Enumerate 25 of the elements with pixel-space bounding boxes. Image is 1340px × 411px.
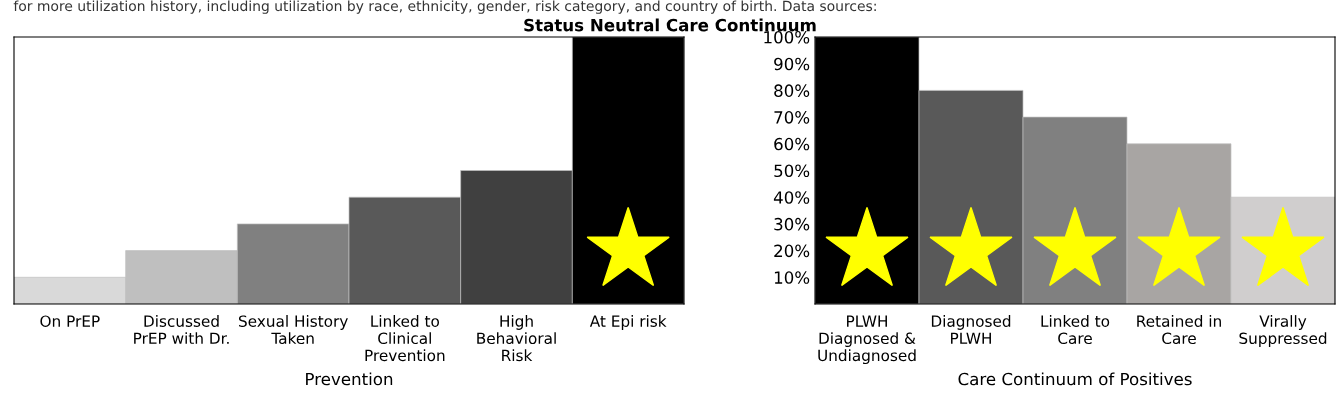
text: for more utilization history, including utilization by race, ethnicity, gender, risk category, and country of birth. Data sources: (13, 0, 876, 14)
y-tick-label: 80% (774, 84, 810, 97)
chart-title: Status Neutral Care Continuum (524, 18, 816, 32)
x-tick-label: On PrEP (40, 315, 100, 327)
y-tick-label: 10% (774, 271, 810, 284)
x-axis-title: Care Continuum of Positives (958, 372, 1192, 386)
x-tick-label: High Behavioral Risk (477, 315, 556, 362)
x-axis-title: Prevention (306, 372, 393, 386)
x-tick-label: At Epi risk (589, 315, 667, 330)
x-tick-label: Linked to Care (1041, 315, 1110, 345)
y-tick-label: 40% (773, 191, 810, 204)
y-tick-label: 60% (774, 137, 810, 151)
x-tick-label: Diagnosed PLWH (931, 315, 1011, 344)
x-tick-label: Virally Suppressed (1239, 315, 1327, 347)
x-tick-label: Linked to Clinical Prevention (365, 315, 445, 362)
y-tick-label: 50% (774, 164, 810, 178)
x-tick-label: PLWH Diagnosed & Undiagnosed (818, 315, 916, 365)
y-tick-label: 90% (774, 57, 810, 71)
y-tick-label: 20% (774, 244, 810, 258)
y-tick-label: 100% (764, 30, 810, 44)
x-tick-label: Sexual History Taken (238, 315, 348, 345)
y-tick-label: 30% (774, 217, 810, 231)
x-tick-label: Retained in Care (1137, 315, 1221, 345)
x-tick-label: Discussed PrEP with Dr. (134, 315, 229, 344)
y-tick-label: 70% (774, 111, 810, 124)
